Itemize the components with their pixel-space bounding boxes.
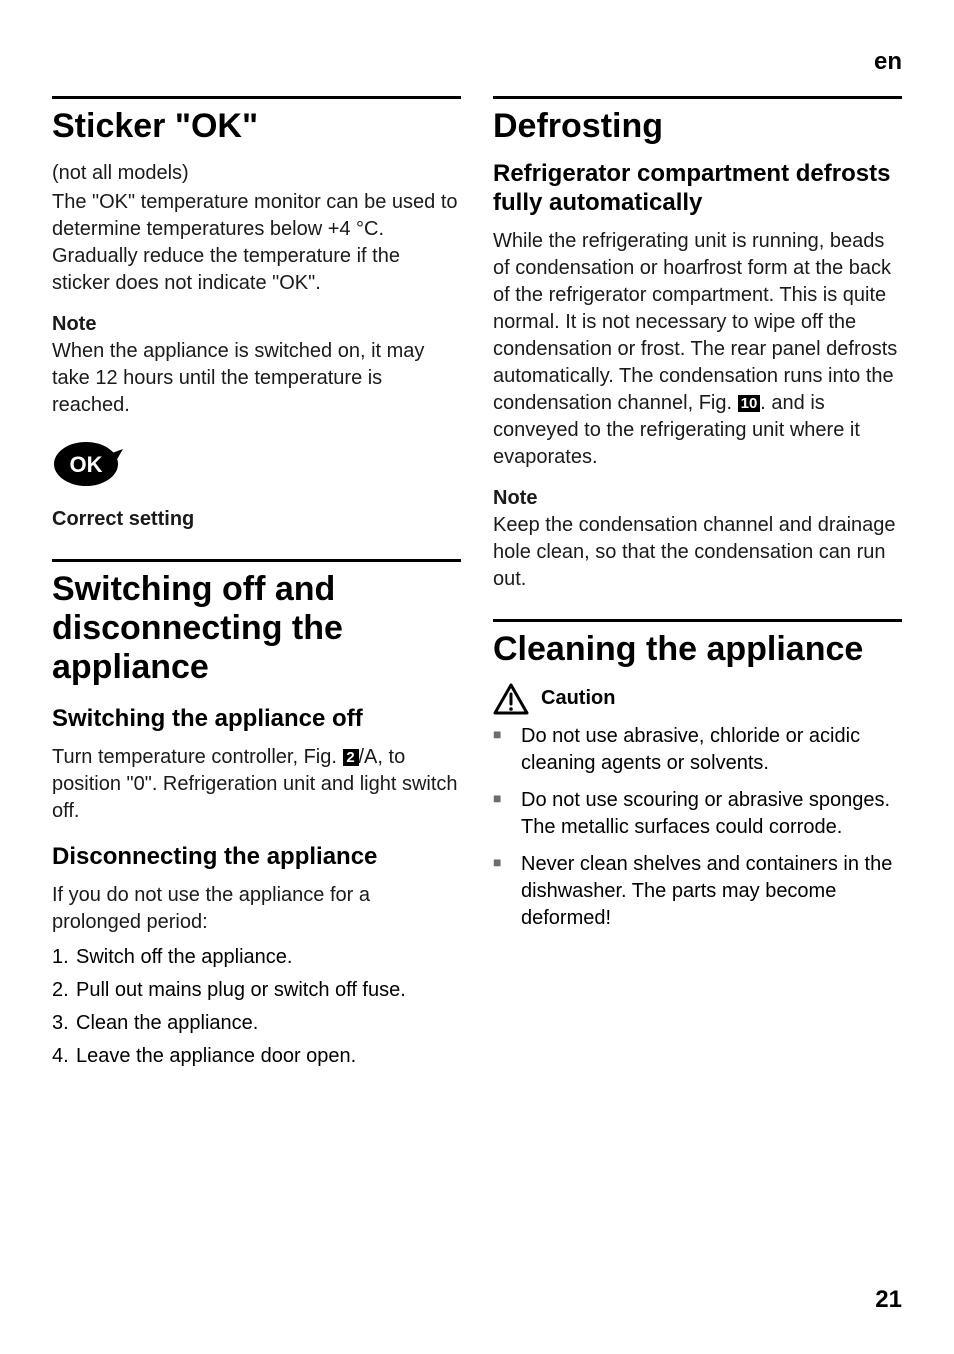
section-rule bbox=[52, 96, 461, 99]
defrost-body: While the refrigerating unit is running,… bbox=[493, 228, 902, 471]
list-item: Do not use scouring or abrasive sponges.… bbox=[493, 787, 902, 841]
defrost-note-body: Keep the condensation channel and draina… bbox=[493, 512, 902, 593]
caution-list: Do not use abrasive, chloride or acidic … bbox=[493, 723, 902, 932]
page-number: 21 bbox=[875, 1286, 902, 1314]
heading-defrosting: Defrosting bbox=[493, 107, 902, 146]
right-column: Defrosting Refrigerator compartment defr… bbox=[493, 96, 902, 1076]
section-rule bbox=[493, 96, 902, 99]
ok-sticker-icon: OK bbox=[52, 439, 461, 494]
list-item: Do not use abrasive, chloride or acidic … bbox=[493, 723, 902, 777]
switch-off-text-a: Turn temperature controller, Fig. bbox=[52, 746, 343, 768]
caution-row: Caution bbox=[493, 683, 902, 715]
list-item: Clean the appliance. bbox=[52, 1010, 461, 1037]
sticker-body: The "OK" temperature monitor can be used… bbox=[52, 189, 461, 297]
figure-ref-icon: 2 bbox=[343, 749, 359, 766]
subheading-switch-off: Switching the appliance off bbox=[52, 705, 461, 734]
list-item: Leave the appliance door open. bbox=[52, 1043, 461, 1070]
figure-ref-icon: 10 bbox=[738, 395, 761, 412]
subheading-disconnect: Disconnecting the appliance bbox=[52, 843, 461, 872]
disconnect-steps-list: Switch off the appliance. Pull out mains… bbox=[52, 944, 461, 1070]
list-item: Never clean shelves and containers in th… bbox=[493, 851, 902, 932]
defrost-text-a: While the refrigerating unit is running,… bbox=[493, 230, 897, 414]
warning-icon bbox=[493, 683, 529, 715]
sticker-subtitle: (not all models) bbox=[52, 160, 461, 187]
language-tag: en bbox=[874, 48, 902, 76]
ok-text: OK bbox=[70, 452, 103, 477]
caution-label: Caution bbox=[541, 687, 615, 710]
section-rule bbox=[493, 619, 902, 622]
switch-off-body: Turn temperature controller, Fig. 2/A, t… bbox=[52, 744, 461, 825]
two-column-layout: Sticker "OK" (not all models) The "OK" t… bbox=[52, 96, 902, 1076]
section-rule bbox=[52, 559, 461, 562]
note-label: Note bbox=[493, 485, 902, 512]
list-item: Switch off the appliance. bbox=[52, 944, 461, 971]
list-item: Pull out mains plug or switch off fuse. bbox=[52, 977, 461, 1004]
note-body: When the appliance is switched on, it ma… bbox=[52, 338, 461, 419]
correct-setting-label: Correct setting bbox=[52, 506, 461, 533]
heading-sticker-ok: Sticker "OK" bbox=[52, 107, 461, 146]
left-column: Sticker "OK" (not all models) The "OK" t… bbox=[52, 96, 461, 1076]
subheading-auto-defrost: Refrigerator compartment defrosts fully … bbox=[493, 160, 902, 218]
heading-switching-off: Switching off and disconnecting the appl… bbox=[52, 570, 461, 687]
disconnect-intro: If you do not use the appliance for a pr… bbox=[52, 882, 461, 936]
note-label: Note bbox=[52, 311, 461, 338]
heading-cleaning: Cleaning the appliance bbox=[493, 630, 902, 669]
